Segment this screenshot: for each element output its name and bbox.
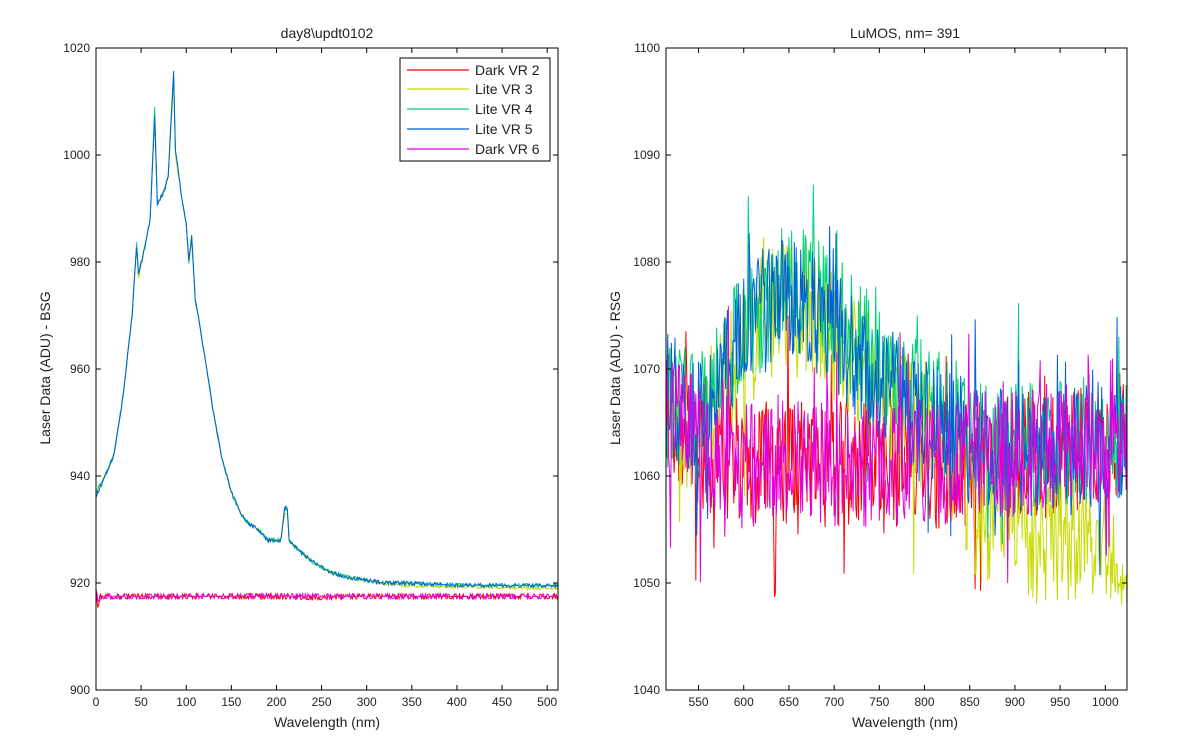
right-chart-xtick-label: 1000 bbox=[1092, 695, 1119, 709]
left-chart: day8\updt0102 Wavelength (nm) Laser Data… bbox=[37, 25, 559, 730]
left-chart-xtick-label: 200 bbox=[266, 695, 286, 709]
left-chart-xtick-label: 0 bbox=[93, 695, 100, 709]
right-chart-ytick-label: 1040 bbox=[633, 683, 660, 697]
left-chart-ylabel: Laser Data (ADU) - BSG bbox=[37, 291, 53, 444]
left-chart-xtick-label: 100 bbox=[176, 695, 196, 709]
left-chart-xtick-label: 50 bbox=[134, 695, 148, 709]
left-chart-ytick-label: 960 bbox=[70, 362, 90, 376]
legend-label-3: Lite VR 4 bbox=[475, 101, 533, 117]
right-chart-ylabel: Laser Data (ADU) - RSG bbox=[607, 291, 623, 445]
right-chart-title: LuMOS, nm= 391 bbox=[850, 25, 960, 41]
right-chart-xtick-label: 650 bbox=[779, 695, 799, 709]
left-chart-series-5 bbox=[95, 590, 558, 603]
right-chart-xtick-label: 550 bbox=[689, 695, 709, 709]
left-chart-xtick-label: 400 bbox=[447, 695, 467, 709]
right-chart-ytick-label: 1060 bbox=[633, 469, 660, 483]
legend-label-4: Lite VR 5 bbox=[475, 121, 533, 137]
right-chart-series bbox=[665, 184, 1128, 606]
left-chart-xtick-label: 450 bbox=[492, 695, 512, 709]
left-chart-ticks: 0 50 100 150 200 250 300 350 400 450 500 900 920 940 9… bbox=[63, 41, 558, 709]
left-chart-ytick-label: 980 bbox=[70, 255, 90, 269]
right-chart-axes-box bbox=[665, 47, 1128, 691]
left-chart-ytick-label: 900 bbox=[70, 683, 90, 697]
right-chart-ytick-label: 1070 bbox=[633, 362, 660, 376]
left-chart-xtick-label: 250 bbox=[312, 695, 332, 709]
right-chart-xlabel: Wavelength (nm) bbox=[852, 714, 958, 730]
right-chart-xtick-label: 600 bbox=[734, 695, 754, 709]
left-chart-series-4 bbox=[95, 70, 559, 589]
legend-label-1: Dark VR 2 bbox=[475, 62, 540, 78]
right-chart-ytick-label: 1100 bbox=[634, 41, 660, 55]
right-chart-xtick-label: 950 bbox=[1050, 695, 1070, 709]
right-chart-xtick-label: 850 bbox=[960, 695, 980, 709]
right-chart-series-5 bbox=[665, 305, 1128, 583]
legend: Dark VR 2 Lite VR 3 Lite VR 4 Lite VR 5 … bbox=[399, 57, 551, 162]
left-chart-xtick-label: 150 bbox=[221, 695, 241, 709]
left-chart-xtick-label: 500 bbox=[537, 695, 557, 709]
left-chart-ytick-label: 1000 bbox=[63, 148, 90, 162]
left-chart-ytick-label: 920 bbox=[70, 576, 90, 590]
right-chart-series-2 bbox=[665, 237, 1128, 606]
left-chart-ytick-label: 1020 bbox=[63, 41, 90, 55]
right-chart-xtick-label: 750 bbox=[869, 695, 889, 709]
right-chart-ytick-label: 1080 bbox=[633, 255, 660, 269]
left-chart-xlabel: Wavelength (nm) bbox=[274, 714, 380, 730]
left-chart-xtick-label: 350 bbox=[402, 695, 422, 709]
right-chart-xtick-label: 700 bbox=[824, 695, 844, 709]
right-chart-ytick-label: 1090 bbox=[633, 148, 660, 162]
right-chart-xtick-label: 900 bbox=[1005, 695, 1025, 709]
left-chart-xtick-label: 300 bbox=[357, 695, 377, 709]
right-chart-ytick-label: 1050 bbox=[633, 576, 660, 590]
right-chart: LuMOS, nm= 391 Wavelength (nm) Laser Dat… bbox=[607, 25, 1128, 730]
right-chart-ticks: 550 600 650 700 750 800 850 900 950 1000 1040 1050 1… bbox=[633, 41, 1127, 709]
left-chart-axes-box bbox=[95, 47, 559, 691]
legend-label-5: Dark VR 6 bbox=[475, 141, 540, 157]
right-chart-xtick-label: 800 bbox=[915, 695, 935, 709]
left-chart-title: day8\updt0102 bbox=[281, 25, 374, 41]
left-chart-series bbox=[95, 70, 559, 608]
legend-label-2: Lite VR 3 bbox=[475, 81, 533, 97]
left-chart-ytick-label: 940 bbox=[70, 469, 90, 483]
